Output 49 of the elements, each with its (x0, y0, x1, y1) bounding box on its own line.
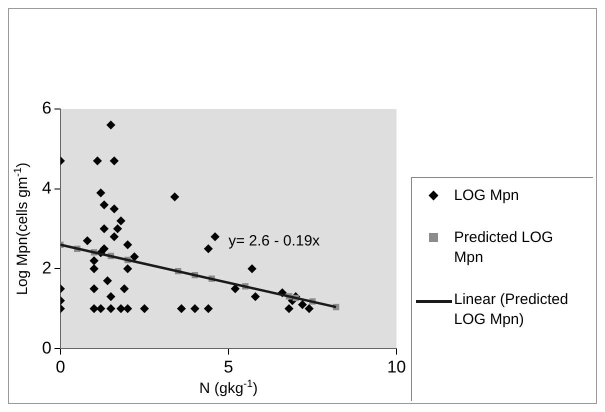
point (116, 216, 126, 226)
point (96, 304, 106, 314)
point (116, 304, 126, 314)
point (170, 192, 180, 202)
point (120, 284, 129, 294)
y-tick-label: 6 (42, 98, 52, 118)
x-tick-label: 0 (56, 357, 66, 376)
point (140, 304, 149, 314)
y-tick-label: 0 (42, 338, 52, 358)
point (113, 224, 122, 234)
point (130, 252, 139, 262)
legend-label: LOG Mpn (454, 186, 520, 206)
point (284, 304, 294, 314)
point (230, 284, 240, 294)
point (304, 304, 314, 314)
point (106, 292, 116, 302)
point (92, 156, 102, 166)
point (100, 224, 109, 234)
point (110, 204, 119, 214)
point (204, 244, 213, 254)
x-tick-label: 5 (224, 357, 234, 376)
point (90, 264, 99, 274)
point (96, 188, 106, 198)
y-tick-label: 4 (42, 178, 52, 198)
point (110, 156, 119, 166)
point (123, 240, 132, 250)
point (100, 200, 109, 210)
point (106, 304, 116, 314)
point (82, 236, 92, 246)
annotation: y= 2.6 - 0.19x (228, 232, 320, 250)
legend-label: Linear (Predicted LOG Mpn) (454, 290, 570, 330)
point (90, 256, 99, 266)
point (210, 232, 220, 242)
point (298, 300, 307, 310)
point (248, 264, 257, 274)
point (123, 264, 132, 274)
y-axis-title: Log Mpn(cells gm-1) (12, 162, 31, 296)
legend-label: Predicted LOG Mpn (454, 228, 554, 268)
point (176, 304, 186, 314)
point (90, 284, 99, 294)
y-tick-label: 2 (42, 258, 52, 278)
point (190, 304, 200, 314)
point (123, 304, 132, 314)
point (103, 276, 112, 286)
point (106, 120, 116, 130)
point (250, 292, 260, 302)
point (110, 232, 119, 242)
point (204, 304, 213, 314)
x-tick-label: 10 (387, 357, 406, 376)
